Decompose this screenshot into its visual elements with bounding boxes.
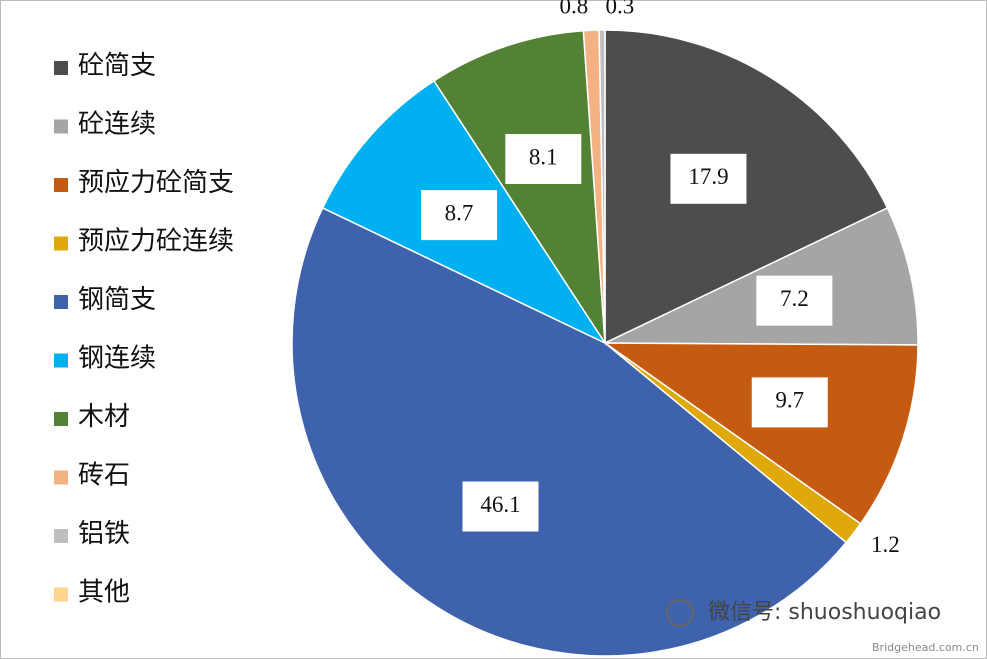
pie-slice: [432, 29, 606, 346]
legend-swatch: [54, 587, 68, 602]
legend-swatch: [54, 353, 68, 368]
label-box: [756, 275, 833, 326]
watermark-account: 微信号: shuoshuoqiao: [708, 600, 941, 625]
label-box: [751, 377, 828, 428]
legend-swatch: [54, 470, 68, 485]
legend-label: 其他: [78, 577, 130, 606]
legend-swatch: [54, 178, 68, 192]
legend-label: 砼简支: [78, 51, 156, 80]
label-box: [670, 153, 747, 204]
legend-swatch: [54, 295, 68, 309]
legend-label: 预应力砼连续: [78, 226, 234, 255]
legend-label: 铝铁: [78, 519, 130, 548]
label-box: [462, 481, 539, 532]
wechat-icon: [666, 599, 694, 627]
legend-swatch: [54, 61, 68, 75]
label-box: [505, 134, 582, 185]
data-label: 0.8: [560, 0, 589, 19]
legend-label: 钢连续: [78, 343, 156, 372]
legend-swatch: [54, 119, 68, 134]
legend-label: 钢简支: [78, 285, 156, 314]
legend-swatch: [54, 412, 68, 426]
data-labels: 17.9 7.2 9.7 1.2 46.1 8.7 8.1 0.8 0.3: [421, 0, 900, 557]
watermark-site: Bridgehead.com.cn: [872, 641, 979, 654]
pie: [291, 29, 919, 657]
data-label: 17.9: [688, 164, 728, 189]
legend-label: 砼连续: [78, 109, 156, 138]
pie-slice: [291, 206, 848, 657]
pie-slice: [602, 342, 919, 525]
data-label: 46.1: [480, 492, 520, 517]
legend-label: 砖石: [78, 460, 130, 489]
data-label: 8.7: [445, 200, 474, 225]
pie-slice: [598, 29, 606, 344]
legend-label: 预应力砼简支: [78, 168, 234, 197]
data-label: 0.3: [605, 0, 634, 18]
legend-swatch: [54, 529, 68, 543]
legend-swatch: [54, 236, 68, 251]
data-label: 9.7: [775, 388, 804, 413]
data-label: 8.1: [529, 144, 558, 169]
legend-label: 木材: [78, 402, 130, 431]
label-box: [421, 190, 498, 241]
data-label: 1.2: [871, 532, 900, 557]
data-label: 7.2: [780, 286, 809, 311]
